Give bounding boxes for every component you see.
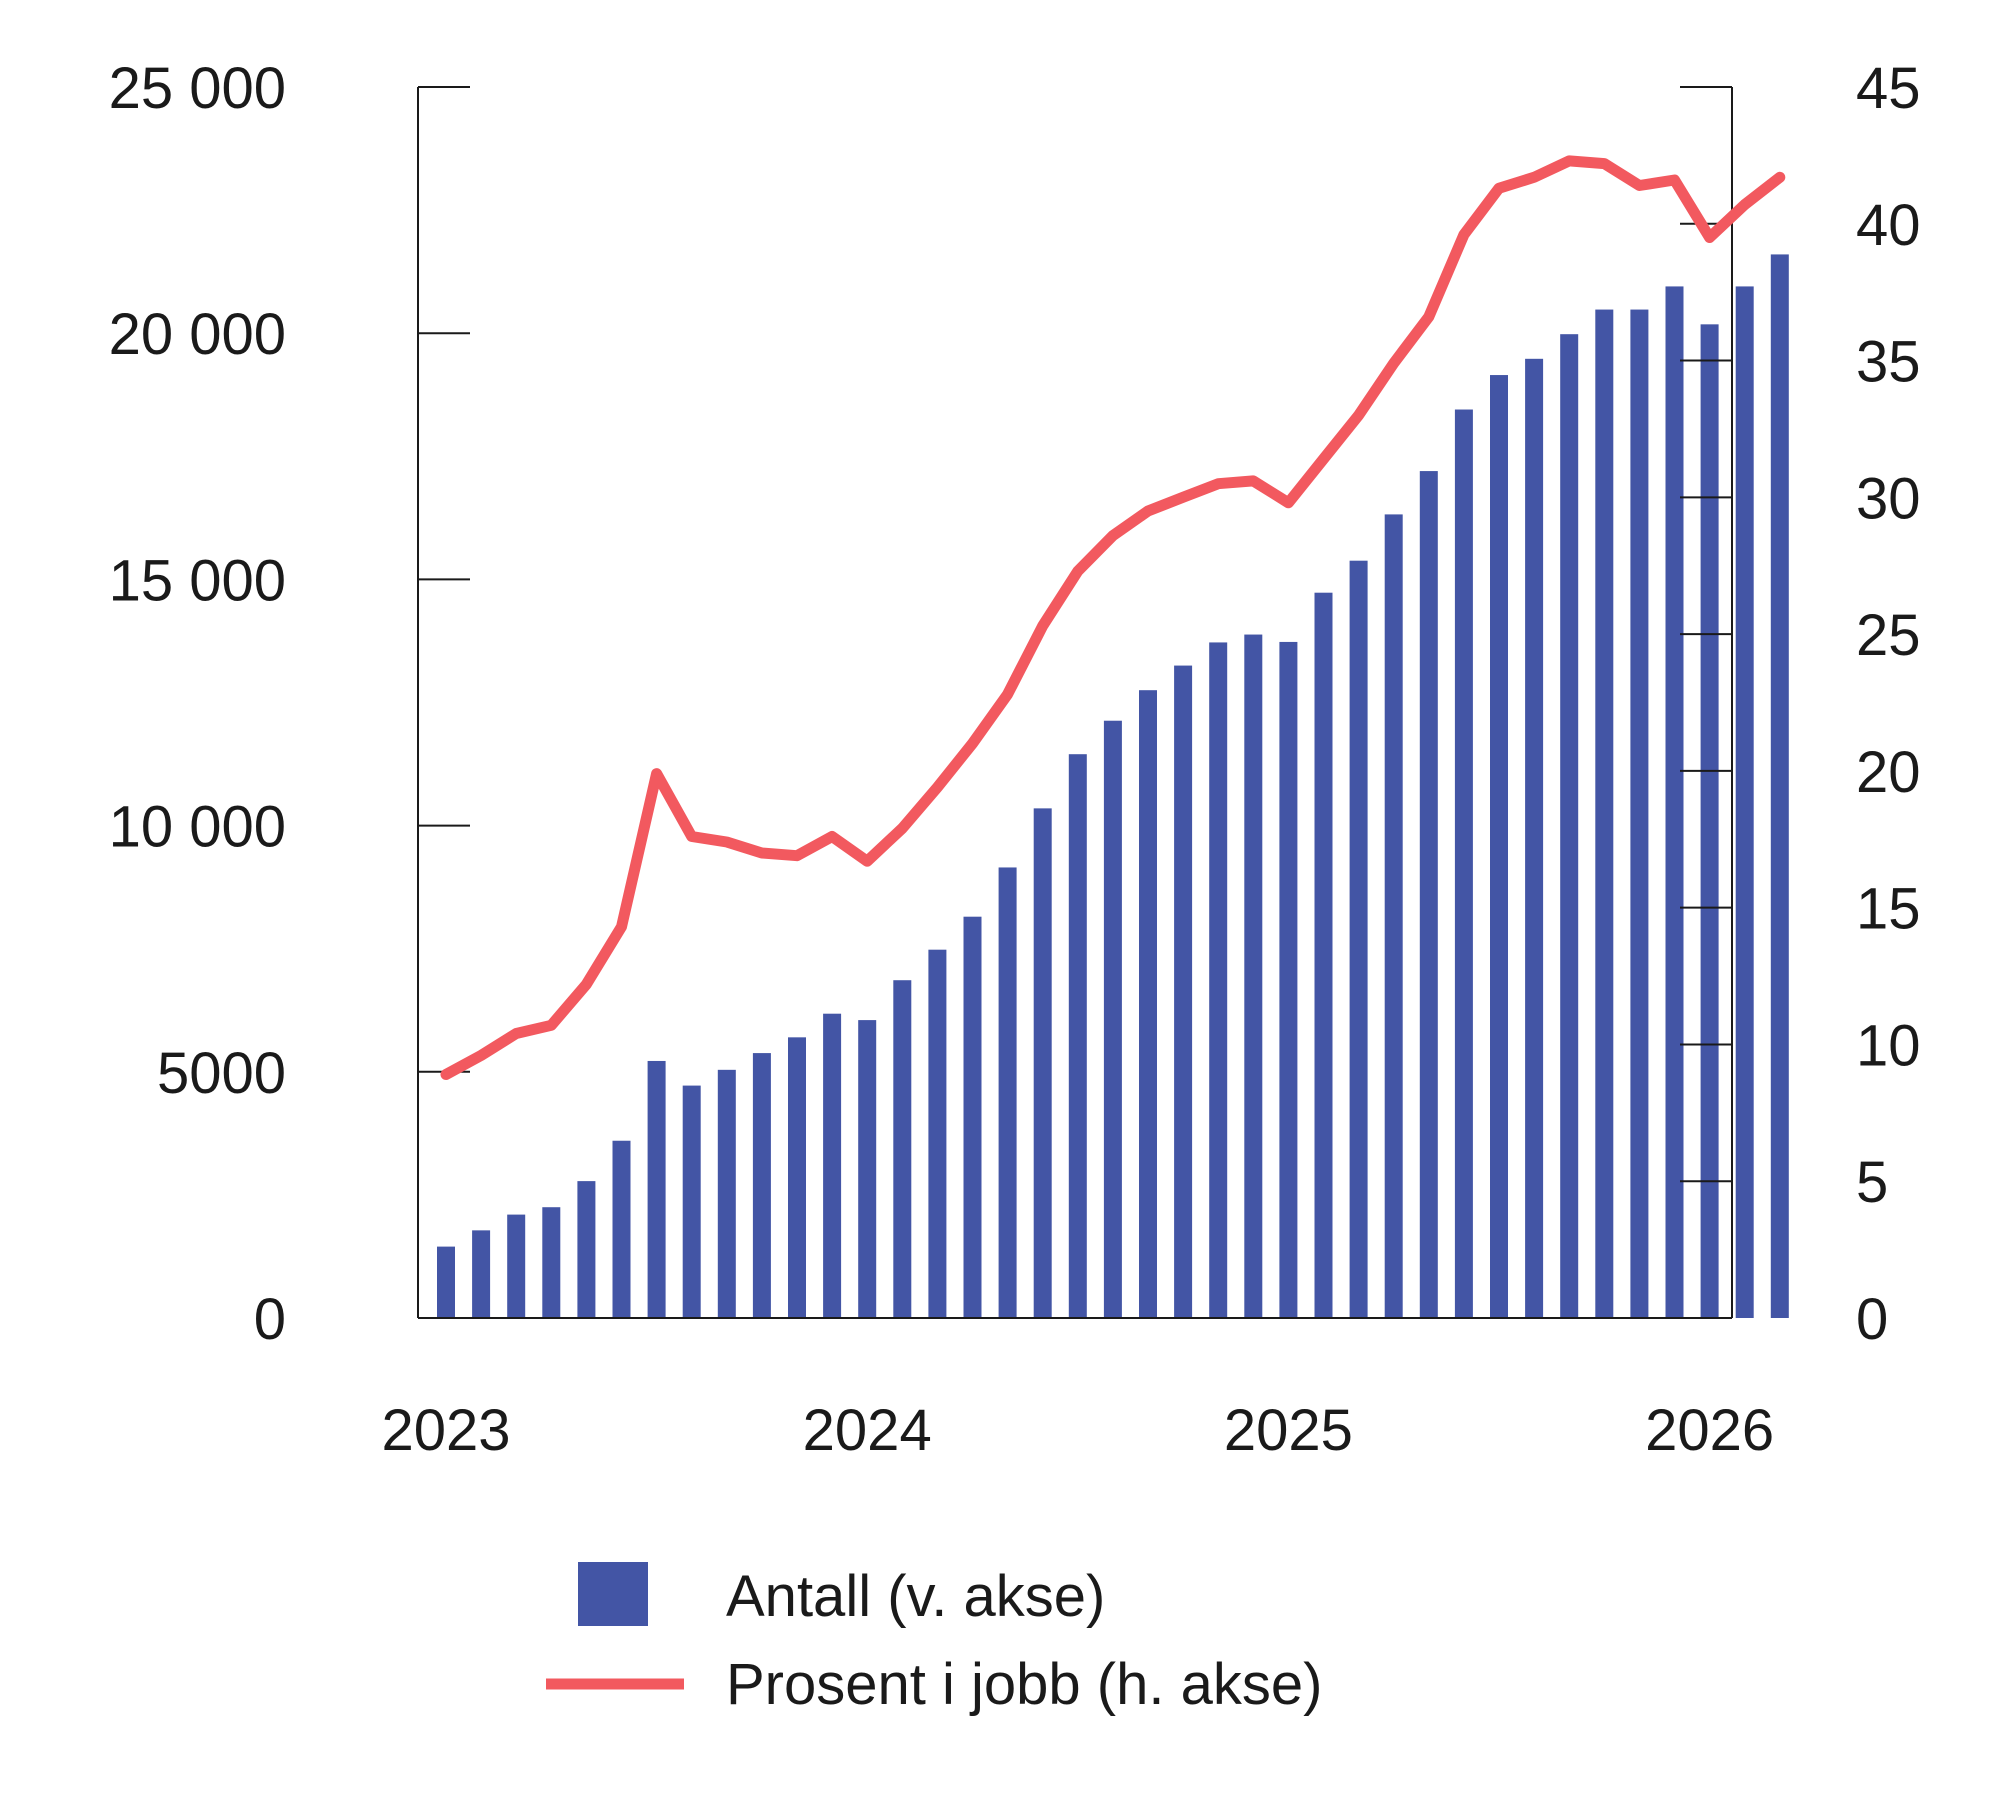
right-tick-label: 35 [1856,330,1921,395]
bar [1103,720,1122,1318]
right-axis-ticks: 0 5 10 15 20 25 30 35 40 45 [1680,56,1921,1352]
bar [1384,514,1403,1318]
left-tick-label: 10 000 [109,795,286,860]
percent-line [440,155,1786,1080]
bar [437,1246,455,1318]
bar [1770,254,1789,1318]
left-tick-label: 15 000 [109,548,286,613]
bar [1419,471,1438,1318]
right-tick-label: 10 [1856,1013,1921,1078]
bar [1595,309,1614,1318]
legend-line-label: Prosent i jobb (h. akse) [726,1652,1322,1717]
bar [577,1181,596,1318]
bar [1665,286,1684,1318]
bar [1630,309,1649,1318]
bar [1349,560,1368,1318]
left-tick-label: 20 000 [109,302,286,367]
legend-bar-swatch [578,1562,648,1626]
bar-series [437,254,1789,1319]
bar [1560,334,1579,1318]
bar [647,1060,666,1318]
bar [1279,641,1298,1318]
bar [542,1207,561,1318]
x-tick-label: 2026 [1645,1398,1774,1463]
bar [1735,286,1754,1318]
right-tick-label: 40 [1856,193,1921,258]
bar [963,916,982,1318]
x-tick-label: 2024 [803,1398,932,1463]
bar [612,1140,631,1318]
bar [1314,592,1333,1318]
bar [823,1013,842,1318]
right-tick-label: 20 [1856,740,1921,805]
left-tick-label: 25 000 [109,56,286,121]
bar [1490,375,1508,1319]
bar [1525,358,1544,1318]
bar [1068,754,1087,1318]
bar [717,1069,736,1318]
bar [1244,634,1263,1318]
left-axis-ticks: 0 5000 10 000 15 000 20 000 25 000 [109,56,470,1352]
right-tick-label: 30 [1856,466,1921,531]
axes [417,87,1733,1319]
bar [1454,409,1473,1319]
bar [893,980,912,1318]
bar [1209,642,1228,1318]
bar [1139,690,1157,1318]
bar [1700,324,1719,1318]
bar [507,1214,526,1318]
right-tick-label: 45 [1856,56,1921,121]
x-axis-ticks: 2023 2024 2025 2026 [381,1398,1774,1463]
x-tick-label: 2025 [1224,1398,1353,1463]
x-tick-label: 2023 [381,1398,510,1463]
bar [1033,808,1052,1318]
bar [752,1053,771,1318]
left-tick-label: 0 [254,1287,286,1352]
legend-bar-label: Antall (v. akse) [726,1564,1105,1629]
bar [928,949,947,1318]
bar [682,1085,701,1318]
right-tick-label: 5 [1856,1150,1888,1215]
bar [1174,665,1193,1318]
bar [858,1020,877,1318]
left-tick-label: 5000 [157,1041,286,1106]
bar [998,867,1017,1318]
bar [788,1037,806,1318]
right-tick-label: 25 [1856,603,1921,668]
legend: Antall (v. akse) Prosent i jobb (h. akse… [546,1562,1322,1717]
bar [472,1230,491,1318]
right-tick-label: 0 [1856,1287,1888,1352]
right-tick-label: 15 [1856,877,1921,942]
